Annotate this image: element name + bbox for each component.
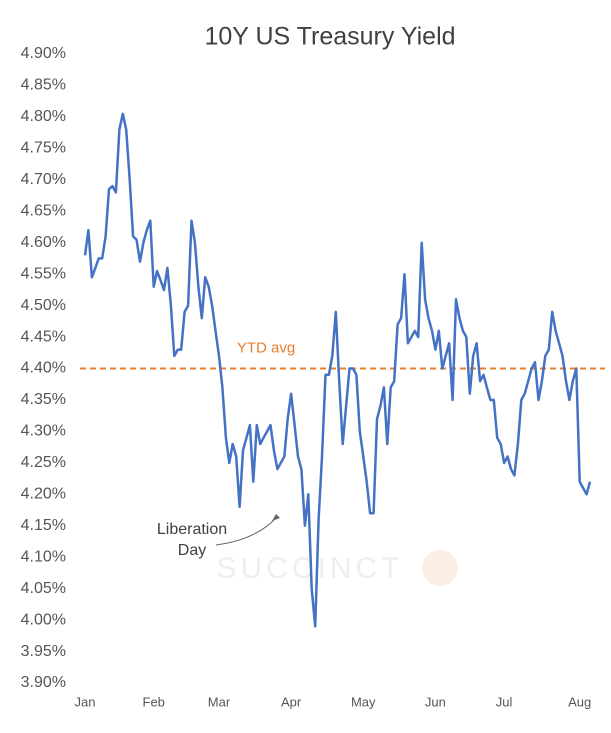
annotation-arrowhead [272, 514, 280, 521]
reference-label: YTD avg [237, 339, 295, 356]
y-tick-label: 4.70% [21, 171, 66, 188]
annotation-arrow [215, 517, 277, 546]
x-tick-label: Jan [75, 694, 96, 709]
x-tick-label: Apr [281, 694, 302, 709]
y-tick-label: 4.45% [21, 328, 66, 345]
y-tick-label: 3.95% [21, 643, 66, 660]
y-tick-label: 4.25% [21, 454, 66, 471]
y-tick-label: 4.65% [21, 202, 66, 219]
x-tick-label: Feb [143, 694, 165, 709]
y-tick-label: 4.40% [21, 360, 66, 377]
annotation: Day [178, 542, 206, 559]
y-tick-label: 4.15% [21, 517, 66, 534]
x-tick-label: Mar [208, 694, 231, 709]
watermark: SUCCINCT [217, 552, 404, 585]
x-tick-label: Aug [568, 694, 591, 709]
y-tick-label: 4.75% [21, 140, 66, 157]
x-tick-label: Jul [496, 694, 513, 709]
x-tick-label: Jun [425, 694, 446, 709]
y-tick-label: 4.85% [21, 77, 66, 94]
y-tick-label: 4.50% [21, 297, 66, 314]
y-tick-label: 4.10% [21, 548, 66, 565]
y-tick-label: 4.80% [21, 108, 66, 125]
y-tick-label: 3.90% [21, 674, 66, 691]
line-series [83, 112, 592, 628]
annotation: Liberation [157, 521, 227, 538]
chart-title: 10Y US Treasury Yield [204, 23, 455, 51]
y-tick-label: 4.05% [21, 580, 66, 597]
watermark-logo [422, 550, 458, 586]
y-tick-label: 4.90% [21, 45, 66, 62]
y-tick-label: 4.20% [21, 486, 66, 503]
y-tick-label: 4.35% [21, 391, 66, 408]
y-tick-label: 4.55% [21, 265, 66, 282]
x-tick-label: May [351, 694, 376, 709]
y-tick-label: 4.00% [21, 611, 66, 628]
y-tick-label: 4.30% [21, 423, 66, 440]
y-tick-label: 4.60% [21, 234, 66, 251]
